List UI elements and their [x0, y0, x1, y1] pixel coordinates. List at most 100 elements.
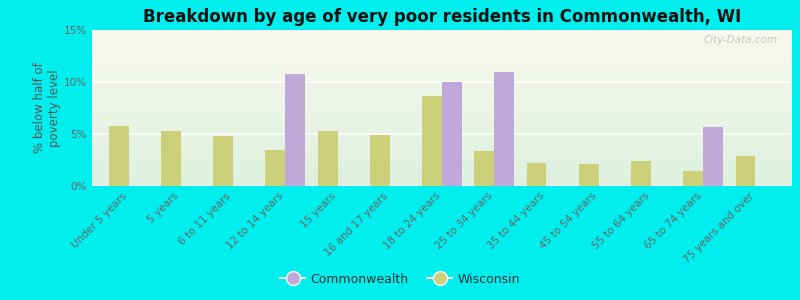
Bar — [92, 91, 792, 92]
Bar — [92, 172, 792, 173]
Bar — [92, 58, 792, 60]
Bar — [92, 55, 792, 56]
Title: Breakdown by age of very poor residents in Commonwealth, WI: Breakdown by age of very poor residents … — [143, 8, 741, 26]
Bar — [92, 127, 792, 128]
Bar — [92, 117, 792, 119]
Bar — [92, 106, 792, 108]
Bar — [92, 88, 792, 89]
Bar — [92, 130, 792, 131]
Bar — [92, 181, 792, 183]
Bar — [92, 136, 792, 138]
Bar — [92, 166, 792, 167]
Bar — [92, 161, 792, 163]
Bar — [92, 77, 792, 78]
Bar — [92, 78, 792, 80]
Bar — [92, 113, 792, 114]
Bar — [92, 147, 792, 148]
Bar — [92, 144, 792, 146]
Bar — [92, 160, 792, 161]
Bar — [92, 148, 792, 150]
Bar — [92, 138, 792, 139]
Bar — [92, 164, 792, 166]
Bar — [92, 141, 792, 142]
Bar — [92, 121, 792, 122]
Bar — [92, 142, 792, 144]
Legend: Commonwealth, Wisconsin: Commonwealth, Wisconsin — [275, 268, 525, 291]
Bar — [370, 135, 390, 186]
Bar — [92, 155, 792, 156]
Bar — [92, 85, 792, 86]
Bar — [579, 164, 598, 186]
Bar — [631, 161, 651, 186]
Bar — [92, 114, 792, 116]
Bar — [109, 126, 129, 186]
Bar — [92, 111, 792, 113]
Bar — [92, 134, 792, 136]
Bar — [92, 92, 792, 94]
Bar — [92, 150, 792, 152]
Bar — [92, 52, 792, 53]
Bar — [92, 74, 792, 75]
Bar — [474, 151, 494, 186]
Bar — [92, 82, 792, 83]
Bar — [92, 100, 792, 102]
Bar — [92, 178, 792, 180]
Bar — [92, 69, 792, 70]
Bar — [92, 173, 792, 175]
Bar — [92, 125, 792, 127]
Bar — [92, 47, 792, 49]
Bar — [92, 131, 792, 133]
Bar — [92, 49, 792, 50]
Bar — [526, 163, 546, 186]
Bar — [92, 105, 792, 106]
Bar — [92, 89, 792, 91]
Bar — [92, 170, 792, 172]
Bar — [92, 35, 792, 36]
Bar — [92, 36, 792, 38]
Bar — [92, 152, 792, 153]
Bar — [92, 139, 792, 141]
Bar — [92, 133, 792, 134]
Bar — [92, 156, 792, 158]
Bar — [92, 169, 792, 170]
Bar — [92, 53, 792, 55]
Bar — [92, 60, 792, 61]
Bar — [494, 72, 514, 186]
Bar — [266, 150, 286, 186]
Bar — [92, 94, 792, 95]
Bar — [92, 38, 792, 39]
Bar — [92, 61, 792, 63]
Bar — [286, 74, 305, 186]
Bar — [92, 32, 792, 33]
Bar — [92, 103, 792, 105]
Bar — [92, 108, 792, 110]
Bar — [683, 171, 703, 186]
Bar — [92, 80, 792, 82]
Bar — [92, 97, 792, 99]
Bar — [92, 63, 792, 64]
Bar — [92, 41, 792, 43]
Bar — [92, 86, 792, 88]
Bar — [92, 153, 792, 155]
Bar — [92, 83, 792, 85]
Bar — [161, 131, 181, 186]
Bar — [92, 183, 792, 184]
Bar — [735, 156, 755, 186]
Bar — [92, 39, 792, 41]
Bar — [422, 95, 442, 186]
Bar — [92, 44, 792, 46]
Bar — [92, 46, 792, 47]
Bar — [318, 131, 338, 186]
Bar — [92, 122, 792, 124]
Bar — [92, 116, 792, 117]
Bar — [213, 136, 233, 186]
Bar — [92, 180, 792, 181]
Bar — [92, 72, 792, 74]
Bar — [92, 50, 792, 52]
Bar — [92, 184, 792, 186]
Bar — [92, 30, 792, 31]
Bar — [703, 127, 723, 186]
Bar — [92, 146, 792, 147]
Bar — [92, 33, 792, 35]
Bar — [92, 99, 792, 100]
